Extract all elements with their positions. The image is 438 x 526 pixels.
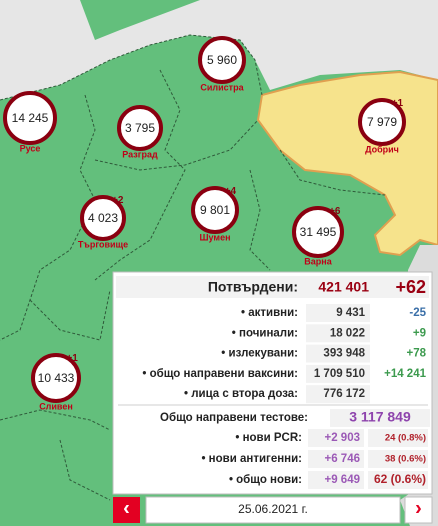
next-button[interactable]: [404, 496, 433, 524]
region-name: Добрич: [365, 144, 399, 154]
test-value-bg: [308, 471, 364, 489]
prev-arrow[interactable]: ‹: [123, 497, 130, 519]
region-name: Сливен: [39, 401, 73, 411]
row-delta: +14 241: [384, 368, 426, 380]
test-label: • нови антигенни:: [201, 453, 302, 465]
row-label: • излекувани:: [221, 348, 298, 360]
value-bg: [306, 385, 370, 404]
test-positive-bg: [368, 471, 428, 489]
region-delta: +2: [112, 195, 124, 206]
test-positive: 62 (0.6%): [374, 472, 426, 486]
next-arrow[interactable]: ›: [415, 497, 422, 519]
region-delta: +1: [392, 98, 404, 109]
test-value: +6 746: [325, 453, 361, 465]
title-row-bg: [116, 276, 429, 298]
row-value: 776 172: [323, 388, 365, 400]
region-marker: [191, 186, 239, 234]
tests-total: 3 117 849: [349, 409, 411, 425]
prev-button[interactable]: [113, 497, 140, 523]
row-value: 393 948: [323, 348, 365, 360]
date-box: [145, 496, 401, 524]
date: 25.06.2021 г.: [238, 502, 308, 516]
row-delta: +78: [406, 348, 426, 360]
test-label: • общо нови:: [229, 474, 302, 486]
neighbor-area: [0, 0, 438, 100]
total-delta: +62: [395, 277, 426, 297]
region-marker: [31, 353, 81, 403]
test-value: +2 903: [325, 432, 361, 444]
test-value: +9 649: [325, 474, 361, 486]
region-delta: +4: [225, 186, 237, 197]
row-label: • лица с втора доза:: [184, 388, 298, 400]
test-positive: 38 (0.6%): [385, 454, 426, 465]
region-value: 31 495: [300, 225, 337, 239]
region-marker: [358, 98, 406, 146]
row-label: • починали:: [232, 327, 298, 339]
total-value: 421 401: [318, 279, 369, 295]
region-value: 10 433: [38, 371, 75, 385]
value-bg: [306, 364, 370, 383]
tests-total-bg: [330, 409, 430, 427]
tests-label: Общо направени тестове:: [160, 412, 308, 424]
value-bg: [306, 324, 370, 343]
row-delta: +9: [413, 327, 426, 339]
region-name: Разград: [122, 149, 158, 159]
region-marker: [292, 206, 344, 258]
row-value: 1 709 510: [314, 368, 365, 380]
region-name: Шумен: [199, 232, 230, 242]
row-value: 18 022: [330, 327, 365, 339]
row-label: • общо направени ваксини:: [142, 368, 298, 380]
region-marker: [80, 195, 126, 241]
region-name: Търговище: [78, 239, 128, 249]
region-marker: [3, 91, 57, 145]
region-marker: [198, 36, 246, 84]
row-value: 9 431: [336, 307, 365, 319]
row-label: • активни:: [241, 307, 298, 319]
region-name: Варна: [304, 256, 332, 266]
value-bg: [306, 344, 370, 363]
test-value-bg: [308, 450, 364, 468]
region-value: 9 801: [200, 203, 230, 217]
region-value: 4 023: [88, 211, 118, 225]
panel-title: Потвърдени:: [208, 279, 298, 295]
region-value: 7 979: [367, 115, 397, 129]
region-delta: +6: [329, 206, 341, 217]
test-positive-bg: [368, 450, 428, 468]
test-value-bg: [308, 429, 364, 447]
test-positive: 24 (0.8%): [385, 433, 426, 444]
region-value: 14 245: [12, 111, 49, 125]
region-value: 3 795: [125, 121, 155, 135]
region-name: Силистра: [200, 82, 244, 92]
value-bg: [306, 304, 370, 322]
region-name: Русе: [20, 143, 41, 153]
test-positive-bg: [368, 429, 428, 447]
test-label: • нови PCR:: [235, 432, 302, 444]
region-delta: +1: [66, 353, 78, 364]
region-value: 5 960: [207, 53, 237, 67]
region-marker: [117, 105, 163, 151]
row-delta: -25: [409, 307, 426, 319]
